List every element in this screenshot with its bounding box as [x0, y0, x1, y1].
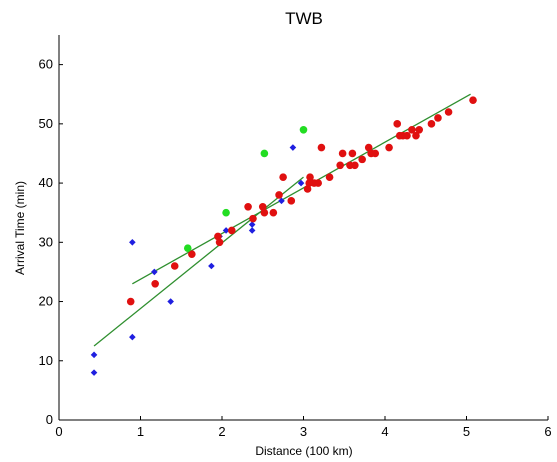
- x-tick-label: 5: [463, 424, 470, 439]
- data-point-red: [348, 149, 357, 158]
- data-point-blue: [278, 197, 285, 205]
- y-tick-label: 30: [39, 234, 53, 249]
- data-point-red: [306, 173, 314, 181]
- data-point-blue: [248, 227, 256, 234]
- data-point-red: [412, 131, 420, 140]
- data-point-red: [275, 191, 283, 199]
- data-point-blue: [129, 333, 136, 341]
- data-point-green: [260, 149, 269, 158]
- data-point-red: [336, 161, 344, 170]
- data-point-red: [303, 185, 312, 193]
- data-point-red: [279, 173, 287, 181]
- x-tick-label: 6: [544, 424, 551, 439]
- data-points: [90, 96, 477, 376]
- data-point-red: [444, 108, 453, 116]
- data-point-red: [434, 114, 442, 122]
- data-point-blue: [289, 144, 297, 151]
- data-point-red: [170, 262, 179, 270]
- data-point-red: [371, 149, 380, 158]
- data-point-red: [227, 226, 236, 235]
- y-tick-label: 40: [39, 175, 53, 190]
- data-point-red: [358, 155, 366, 164]
- x-tick-label: 2: [218, 424, 225, 439]
- data-point-red: [403, 131, 411, 140]
- x-tick-label: 3: [300, 424, 307, 439]
- x-tick-label: 0: [55, 424, 62, 439]
- data-point-red: [338, 149, 347, 158]
- data-point-red: [269, 208, 278, 217]
- data-point-blue: [151, 268, 158, 276]
- chart-title: TWB: [285, 9, 323, 28]
- data-point-blue: [208, 262, 215, 270]
- data-point-blue: [248, 221, 256, 228]
- data-point-red: [214, 232, 222, 241]
- fit-line: [93, 176, 304, 347]
- data-point-red: [314, 179, 322, 187]
- y-tick-label: 50: [39, 116, 53, 131]
- data-point-blue: [222, 227, 230, 234]
- data-point-red: [408, 125, 416, 134]
- y-tick-label: 10: [39, 353, 53, 368]
- data-point-red: [126, 297, 135, 306]
- y-axis-label: Arrival Time (min): [13, 181, 27, 275]
- data-point-red: [244, 202, 252, 211]
- data-point-red: [260, 208, 269, 217]
- data-point-green: [222, 208, 230, 217]
- data-point-red: [469, 96, 477, 104]
- data-point-red: [325, 173, 334, 181]
- data-point-blue: [297, 179, 305, 187]
- x-tick-label: 4: [381, 424, 388, 439]
- data-point-red: [385, 143, 393, 152]
- data-point-red: [415, 125, 424, 134]
- data-point-blue: [129, 239, 136, 246]
- y-tick-label: 20: [39, 294, 53, 309]
- data-point-red: [215, 238, 224, 247]
- y-tick-label: 60: [39, 57, 53, 72]
- data-point-green: [299, 125, 308, 134]
- y-tick-label: 0: [46, 412, 53, 427]
- data-point-red: [427, 120, 436, 128]
- data-point-red: [249, 214, 257, 223]
- data-point-blue: [90, 369, 98, 376]
- data-point-red: [258, 202, 267, 211]
- plot-area: [59, 35, 548, 420]
- data-point-red: [393, 120, 402, 128]
- data-point-red: [287, 197, 296, 205]
- data-point-red: [188, 250, 196, 258]
- data-point-blue: [90, 351, 98, 359]
- data-point-red: [317, 143, 326, 152]
- x-tick-label: 1: [137, 424, 144, 439]
- data-point-red: [351, 161, 359, 170]
- data-point-blue: [167, 298, 174, 305]
- x-axis-label: Distance (100 km): [255, 444, 352, 458]
- data-point-red: [151, 279, 159, 288]
- data-point-red: [364, 143, 373, 152]
- data-point-green: [183, 244, 192, 253]
